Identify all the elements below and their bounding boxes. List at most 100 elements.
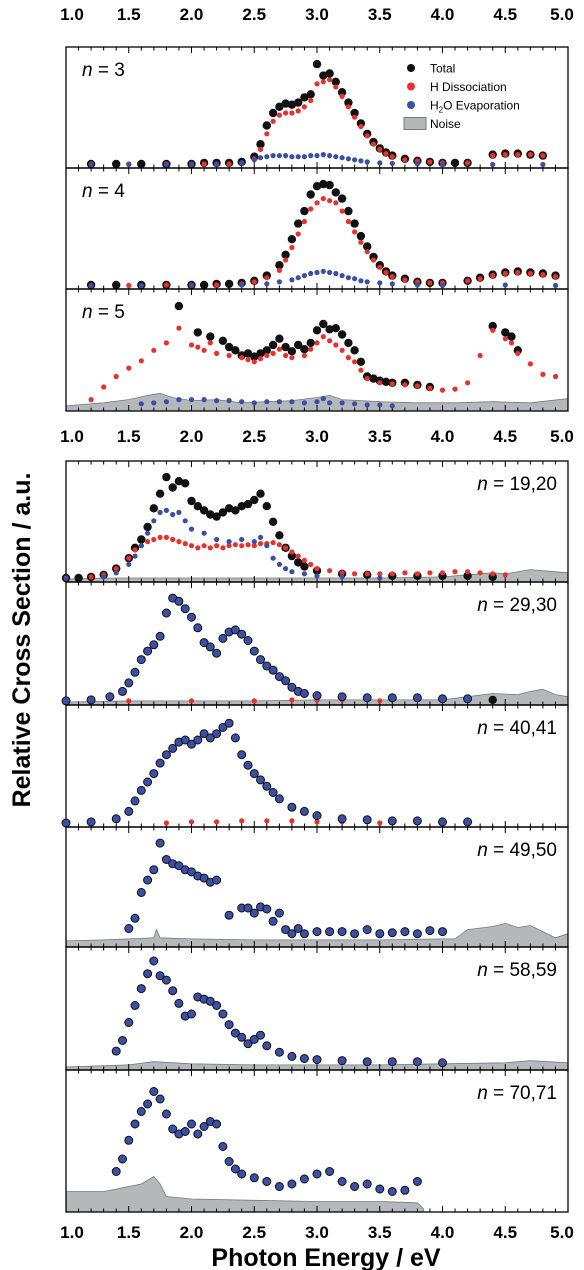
h-dissociation-point — [377, 571, 383, 577]
h2o-evaporation-point — [463, 694, 473, 704]
h2o-evaporation-point — [230, 1028, 240, 1038]
h2o-evaporation-point — [239, 536, 245, 543]
h2o-evaporation-point — [281, 676, 291, 686]
h2o-evaporation-point — [124, 806, 134, 816]
h-dissociation-point — [377, 820, 383, 826]
h-dissociation-point — [126, 282, 132, 289]
h-dissociation-point — [515, 152, 521, 158]
h2o-evaporation-point — [333, 154, 339, 160]
h2o-evaporation-point — [237, 1169, 247, 1179]
h2o-evaporation-point — [287, 1051, 297, 1061]
h2o-evaporation-point — [187, 867, 196, 877]
h2o-evaporation-point — [270, 153, 276, 159]
panel-label-variable: n — [82, 60, 93, 81]
legend-h-label: H Dissociation — [430, 80, 507, 94]
h-dissociation-point — [88, 574, 94, 580]
h-dissociation-point — [126, 698, 132, 704]
h-dissociation-point — [308, 97, 314, 104]
total-point — [287, 551, 297, 561]
h2o-evaporation-point — [243, 1039, 253, 1049]
mid-tick-label: 4.0 — [431, 427, 455, 446]
h2o-evaporation-point — [168, 986, 178, 996]
h2o-evaporation-point — [243, 903, 253, 913]
panel-2: n = 4 — [65, 167, 569, 290]
h2o-evaporation-point — [438, 694, 447, 704]
h2o-evaporation-point — [287, 802, 297, 812]
legend-label-part: H — [430, 99, 439, 113]
h2o-evaporation-point — [63, 575, 69, 581]
h2o-evaporation-point — [412, 1177, 422, 1186]
h-dissociation-point — [377, 264, 383, 270]
total-point — [168, 483, 177, 492]
h2o-evaporation-point — [274, 1047, 284, 1057]
h2o-evaporation-point — [314, 153, 320, 159]
h2o-evaporation-point — [214, 161, 220, 167]
h-dissociation-point — [170, 536, 176, 543]
h-dissociation-point — [364, 249, 370, 255]
panel-3: n = 5 — [65, 288, 569, 412]
h-dissociation-point — [327, 338, 333, 344]
h2o-evaporation-point — [352, 401, 358, 407]
h2o-evaporation-point — [143, 1099, 153, 1109]
total-point — [325, 180, 334, 190]
h-dissociation-point — [245, 542, 251, 548]
h2o-evaporation-point — [130, 1119, 140, 1129]
h2o-evaporation-point — [199, 1122, 209, 1131]
h2o-evaporation-point — [239, 160, 245, 166]
h2o-evaporation-point — [157, 509, 163, 515]
total-point — [281, 99, 290, 108]
panel-label-value: = 19,20 — [488, 474, 557, 495]
h-dissociation-point — [283, 545, 289, 551]
h-dissociation-point — [314, 819, 320, 825]
panel-label-variable: n — [477, 474, 488, 495]
h2o-evaporation-point — [289, 569, 295, 575]
h2o-evaporation-point — [130, 796, 140, 806]
mid-tick-label: 3.5 — [368, 427, 392, 446]
h2o-evaporation-point — [438, 927, 447, 937]
h2o-evaporation-point — [264, 399, 270, 405]
h2o-evaporation-point — [180, 735, 190, 745]
h2o-evaporation-point — [212, 1001, 222, 1010]
h2o-evaporation-point — [387, 816, 397, 826]
h2o-evaporation-point — [320, 396, 326, 402]
h-dissociation-point — [314, 340, 320, 346]
h-dissociation-point — [163, 534, 169, 541]
h-dissociation-point — [339, 93, 345, 99]
total-point — [218, 508, 228, 517]
total-point — [369, 374, 378, 383]
h2o-evaporation-point — [199, 873, 209, 883]
panel-8: n = 58,59 — [65, 946, 569, 1071]
h-dissociation-point — [465, 278, 471, 284]
h-dissociation-point — [251, 698, 257, 704]
h-dissociation-point — [465, 569, 471, 575]
h-dissociation-point — [188, 342, 195, 348]
panel-label: n = 49,50 — [477, 840, 557, 861]
h-dissociation-point — [339, 208, 345, 214]
h-dissociation-point — [427, 159, 433, 165]
total-point — [312, 59, 322, 69]
h2o-evaporation-point — [193, 1129, 203, 1139]
h2o-evaporation-point — [412, 1057, 422, 1067]
h2o-evaporation-point — [199, 729, 209, 739]
h-dissociation-point — [289, 697, 295, 703]
h-dissociation-point — [377, 146, 383, 152]
total-point — [199, 506, 209, 515]
h2o-evaporation-point — [299, 1174, 309, 1184]
h-dissociation-point — [333, 342, 339, 348]
h-dissociation-point — [439, 570, 446, 576]
h-dissociation-point — [515, 269, 521, 276]
h2o-evaporation-point — [124, 1018, 134, 1027]
panel-label-variable: n — [477, 960, 488, 981]
h-dissociation-point — [251, 359, 257, 365]
total-point — [344, 206, 353, 216]
h-dissociation-point — [276, 346, 282, 352]
h-dissociation-point — [502, 572, 508, 578]
total-point — [287, 347, 297, 356]
h-dissociation-point — [201, 347, 207, 353]
h-dissociation-point — [113, 566, 119, 572]
h2o-evaporation-point — [136, 785, 146, 795]
h-dissociation-point — [402, 382, 408, 388]
h-dissociation-point — [101, 384, 107, 390]
mid-tick-label: 2.0 — [180, 427, 204, 446]
y-axis-title: Relative Cross Section / a.u. — [8, 473, 36, 808]
